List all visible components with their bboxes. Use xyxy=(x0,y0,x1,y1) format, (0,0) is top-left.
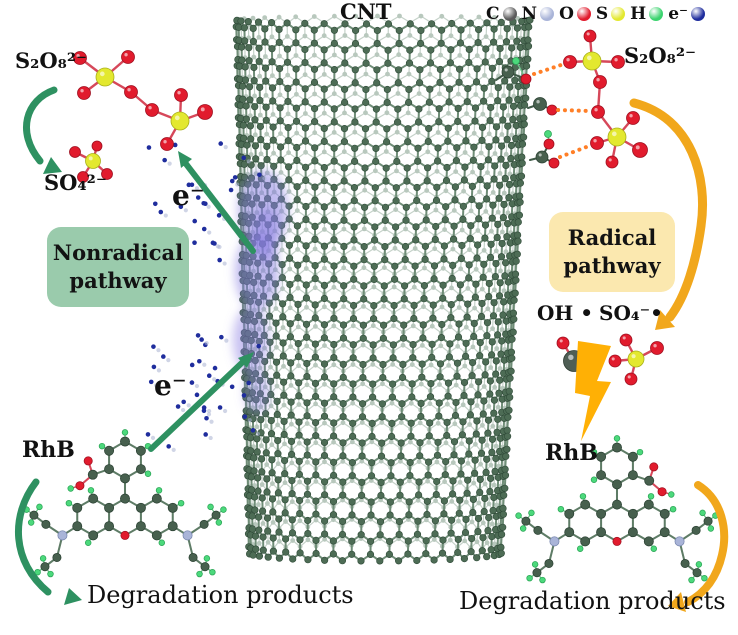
electron-label-top: e⁻ xyxy=(172,179,205,212)
legend-nitrogen-sphere-icon xyxy=(540,7,555,21)
free-electrons xyxy=(145,141,267,452)
radical-line1: Radical xyxy=(567,224,657,250)
persulfate-molecule-left xyxy=(73,50,213,151)
legend-item-electron: e⁻ xyxy=(668,4,706,24)
sulfate-radical-molecule xyxy=(608,333,664,386)
legend-sulfur-sphere-icon xyxy=(611,7,626,21)
degradation-products-left: Degradation products xyxy=(87,581,354,609)
arrowhead xyxy=(668,592,686,612)
rhb-label-left: RhB xyxy=(22,437,75,463)
radical-pathway-box: Radical pathway xyxy=(549,212,675,292)
cnt-title: CNT xyxy=(340,0,392,24)
legend-symbol-nitrogen: N xyxy=(521,4,538,24)
electron-transfer-arrow-bottom xyxy=(148,355,250,452)
rhb-molecule-left xyxy=(23,429,227,578)
legend-symbol-electron: e⁻ xyxy=(668,4,689,24)
nonradical-line1: Nonradical xyxy=(52,239,184,265)
hydrogen-bonds xyxy=(532,62,592,159)
persulfate-label-right: S₂O₈²⁻ xyxy=(624,43,697,68)
rhb-label-right: RhB xyxy=(545,440,598,466)
hydroxyl-radical-label: OH • xyxy=(537,301,594,325)
rhb-to-products-arrow-right xyxy=(684,481,729,606)
h-bond xyxy=(558,144,591,159)
sulfate-label-left: SO₄²⁻ xyxy=(44,170,107,195)
legend-item-sulfur: S xyxy=(595,4,626,24)
lightning-bolt-icon xyxy=(575,341,611,441)
persulfate-to-radicals-arrow xyxy=(629,98,708,322)
nonradical-line2: pathway xyxy=(69,268,167,293)
legend-item-oxygen: O xyxy=(559,4,591,24)
legend-symbol-oxygen: O xyxy=(559,4,574,24)
arrowhead xyxy=(238,352,254,368)
h-bond xyxy=(532,62,566,76)
legend-carbon-sphere-icon xyxy=(502,7,517,21)
cnt-edge-group-2 xyxy=(533,97,558,116)
radical-line2: pathway xyxy=(563,253,661,278)
legend-symbol-carbon: C xyxy=(486,4,500,24)
sulfate-radical-label: SO₄⁻• xyxy=(599,301,663,325)
carbon-nanotube xyxy=(232,13,534,565)
arrowhead xyxy=(655,310,675,330)
legend-symbol-sulfur: S xyxy=(595,4,609,24)
persulfate-to-sulfate-arrow xyxy=(23,86,58,165)
nonradical-pathway-box: Nonradical pathway xyxy=(47,227,189,307)
sulfate-molecule-left xyxy=(69,140,113,183)
legend-item-hydrogen: H xyxy=(630,4,664,24)
cnt-front-wall xyxy=(232,16,534,565)
electron-label-bottom: e⁻ xyxy=(154,369,187,402)
legend-item-carbon: C xyxy=(486,4,517,24)
arrowhead xyxy=(64,588,82,605)
nonradical-green-arrows xyxy=(15,86,256,605)
persulfate-molecule-right xyxy=(563,29,648,169)
rhb-to-products-arrow-left xyxy=(15,478,52,596)
arrowhead xyxy=(178,151,192,168)
legend-electron-sphere-icon xyxy=(691,7,706,21)
electron-transfer-arrow-top xyxy=(180,157,256,254)
rhb-molecule-right xyxy=(515,435,719,584)
legend-hydrogen-sphere-icon xyxy=(649,7,664,21)
legend-oxygen-sphere-icon xyxy=(576,7,591,21)
radical-yellow-arrows xyxy=(629,98,729,612)
molecules xyxy=(23,29,719,584)
legend-item-nitrogen: N xyxy=(522,4,555,24)
persulfate-label-left: S₂O₈²⁻ xyxy=(15,48,88,73)
cnt-edge-group-3 xyxy=(535,130,560,169)
degradation-products-right: Degradation products xyxy=(459,587,726,615)
h-bond xyxy=(556,108,592,113)
cnt-edge-group-1 xyxy=(501,57,532,85)
arrowhead xyxy=(43,157,62,174)
legend-symbol-hydrogen: H xyxy=(630,4,647,24)
